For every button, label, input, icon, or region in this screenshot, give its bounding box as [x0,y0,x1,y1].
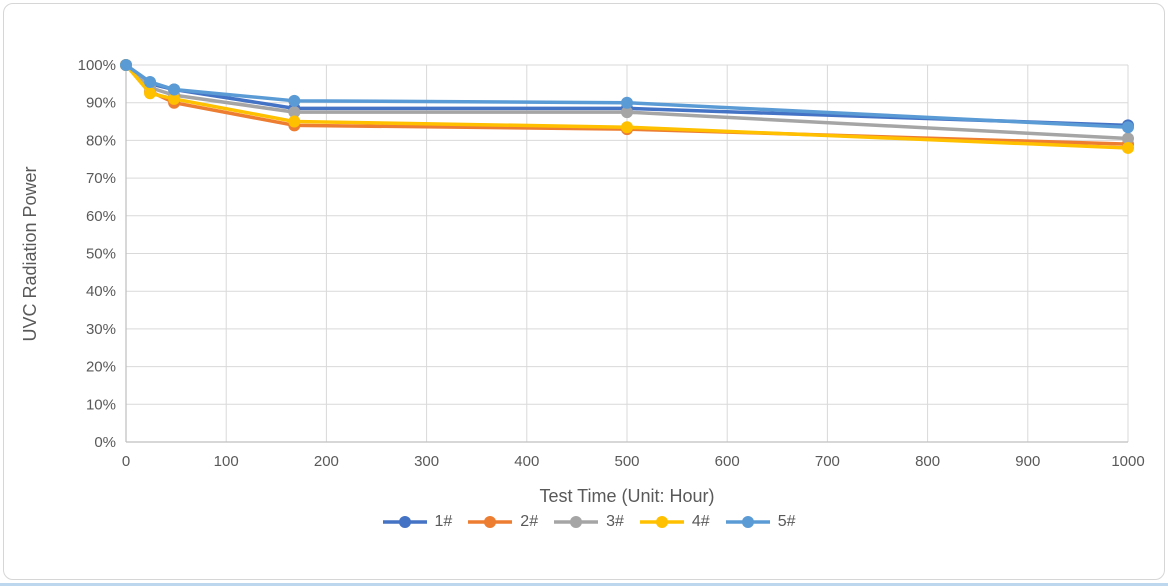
data-marker-5# [144,75,157,88]
y-tick-label: 0% [94,434,116,451]
y-tick-label: 80% [86,132,116,149]
legend-label-3#: 3# [606,513,624,530]
data-marker-3# [621,106,633,119]
y-tick-label: 40% [86,283,116,300]
y-tick-label: 90% [86,95,116,112]
legend-label-2#: 2# [520,513,539,530]
legend-item-1#: 1# [381,513,453,530]
data-marker-3# [288,106,301,119]
data-marker-3# [1122,132,1134,145]
x-tick-label: 500 [614,453,639,470]
data-marker-5# [621,96,633,109]
y-tick-label: 50% [86,246,116,263]
legend-marker-4# [639,516,684,528]
chart-canvas: 0 100 200 300 400 500 600 700 800 900 1000 0% 10% 20%… [20,57,1145,506]
legend-marker-3# [554,516,599,528]
x-tick-label: 0 [122,453,130,470]
series-line-4# [124,63,1130,150]
legend-item-3#: 3# [552,514,624,530]
x-tick-label: 600 [715,453,740,470]
data-marker-5# [168,83,181,96]
legend-item-5#: 5# [724,513,796,530]
x-tick-label: 1000 [1111,453,1144,470]
legend-label-4#: 4# [691,513,710,530]
y-tick-label: 20% [86,359,116,376]
legend-marker-1# [382,516,427,528]
y-tick-label: 30% [86,321,116,338]
series-layer [120,59,1134,154]
data-marker-4# [144,87,157,100]
x-tick-label: 400 [514,453,539,470]
y-tick-label: 60% [86,208,116,225]
legend-label-5#: 5# [777,513,796,530]
legend-item-2#: 2# [466,514,538,530]
legend-marker-5# [725,516,770,528]
x-tick-label: 300 [414,453,439,470]
data-marker-4# [621,121,633,134]
y-tick-label: 10% [86,396,116,413]
data-marker-4# [168,92,181,105]
legend-label-1#: 1# [434,513,453,530]
x-tick-label: 900 [1015,453,1040,470]
y-tick-label: 100% [78,57,116,74]
chart-legend: 1# 2# 3# 4# 5# [4,513,1164,530]
chart-frame: 0 100 200 300 400 500 600 700 800 900 1000 0% 10% 20%… [3,3,1165,580]
tick-layer: 0 100 200 300 400 500 600 700 800 900 1000 0% 10% 20%… [78,57,1145,470]
data-marker-5# [120,59,132,71]
legend-marker-2# [468,516,513,528]
data-marker-4# [288,115,301,128]
x-tick-label: 200 [314,453,339,470]
legend-item-4#: 4# [638,514,710,530]
x-tick-label: 100 [214,453,239,470]
x-tick-label: 700 [815,453,840,470]
data-marker-5# [288,94,301,107]
x-axis-title: Test Time (Unit: Hour) [539,486,714,506]
data-marker-5# [1122,121,1134,134]
y-axis-title: UVC Radiation Power [20,166,40,341]
y-tick-label: 70% [86,170,116,187]
uvc-decay-chart: 0 100 200 300 400 500 600 700 800 900 1000 0% 10% 20%… [4,8,1164,530]
data-marker-4# [1122,141,1134,154]
bottom-accent-line [0,583,1168,586]
x-tick-label: 800 [915,453,940,470]
